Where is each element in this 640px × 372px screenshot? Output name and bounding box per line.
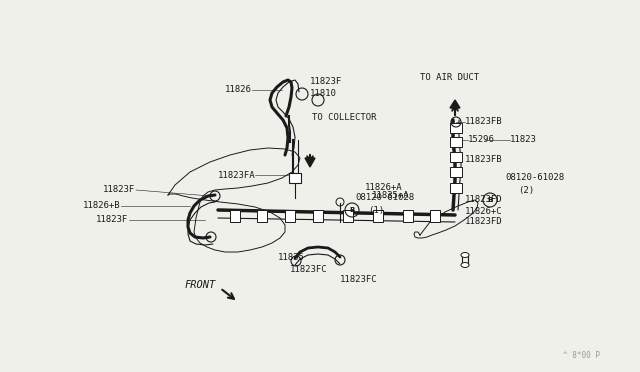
Text: 11823FC: 11823FC (340, 276, 378, 285)
Ellipse shape (461, 263, 469, 267)
Text: 11823FA: 11823FA (218, 170, 255, 180)
Text: 11823F: 11823F (103, 186, 135, 195)
Ellipse shape (461, 253, 469, 257)
Text: FRONT: FRONT (185, 280, 216, 290)
Bar (257, 210, 267, 222)
Text: B: B (349, 207, 355, 213)
Text: 08120-61028: 08120-61028 (355, 193, 414, 202)
Bar (450, 167, 462, 177)
Bar (313, 210, 323, 222)
Bar (450, 123, 462, 133)
Text: 15296: 15296 (468, 135, 495, 144)
Bar (430, 210, 440, 222)
Text: TO COLLECTOR: TO COLLECTOR (312, 113, 376, 122)
Text: 11823: 11823 (510, 135, 537, 144)
Text: B: B (488, 197, 493, 203)
Bar (289, 173, 301, 183)
Bar (285, 210, 295, 222)
Text: 11823FB: 11823FB (465, 155, 502, 164)
Text: TO AIR DUCT: TO AIR DUCT (420, 74, 479, 83)
Bar (450, 183, 462, 193)
Text: 11826: 11826 (225, 86, 252, 94)
Text: 11826+A: 11826+A (365, 183, 403, 192)
Text: (2): (2) (518, 186, 534, 195)
Text: (1): (1) (368, 205, 384, 215)
Text: 11823FC: 11823FC (290, 266, 328, 275)
Text: 11835+A: 11835+A (372, 192, 410, 201)
Bar (373, 210, 383, 222)
Text: 08120-61028: 08120-61028 (505, 173, 564, 183)
Text: 11826+C: 11826+C (465, 208, 502, 217)
Bar (230, 210, 240, 222)
Bar (343, 210, 353, 222)
Bar (450, 137, 462, 147)
Text: 11823FB: 11823FB (465, 118, 502, 126)
Polygon shape (305, 158, 315, 167)
Text: 11823FD: 11823FD (465, 218, 502, 227)
Text: 11826+B: 11826+B (83, 202, 120, 211)
Bar (450, 152, 462, 162)
Text: 11823F: 11823F (310, 77, 342, 87)
Text: ^ 8*00 P: ^ 8*00 P (563, 351, 600, 360)
Text: 11810: 11810 (310, 89, 337, 97)
Text: 11823FD: 11823FD (465, 196, 502, 205)
Bar (403, 210, 413, 222)
Polygon shape (450, 100, 460, 108)
Text: 11823F: 11823F (96, 215, 128, 224)
Text: 11835: 11835 (278, 253, 305, 262)
